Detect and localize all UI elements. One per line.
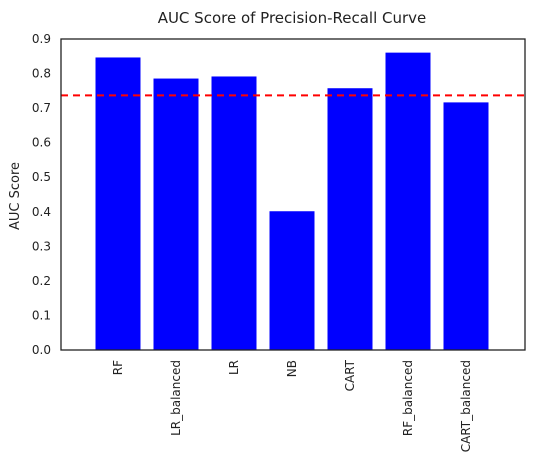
bar-lr-balanced [152,77,200,351]
x-tick-label: RF_balanced [401,360,415,436]
bar-nb [268,210,316,351]
y-tick-label: 0.8 [32,67,51,81]
y-tick-label: 0.3 [32,239,51,253]
bars-layer [94,51,490,351]
x-tick-label: CART_balanced [459,360,473,452]
bar-lr [210,75,258,351]
bar-rf [94,56,142,351]
y-tick-label: 0.5 [32,170,51,184]
y-tick-label: 0.6 [32,136,51,150]
x-tick-label: RF [111,360,125,375]
x-tick-label: NB [285,360,299,377]
y-tick-label: 0.4 [32,205,51,219]
bar-cart-balanced [442,101,490,351]
bar-rf-balanced [384,51,432,351]
y-tick-label: 0.0 [32,343,51,357]
bar-cart [326,87,374,351]
plot-frame [60,38,526,351]
x-tick-label: LR_balanced [169,360,183,436]
x-tick-label: CART [343,359,357,391]
y-tick-label: 0.9 [32,32,51,46]
y-tick-label: 0.2 [32,274,51,288]
y-ticks-layer: 0.0 0.1 0.2 0.3 0.4 0.5 0.6 0.7 0.8 0.9 [32,32,51,357]
x-tick-label: LR [227,360,241,375]
y-axis-label: AUC Score [8,162,23,230]
chart-title: AUC Score of Precision-Recall Curve [158,9,427,27]
y-tick-label: 0.7 [32,101,51,115]
x-ticks-layer: RF LR_balanced LR NB CART RF_balanced CART_bal… [111,359,473,452]
y-tick-label: 0.1 [32,308,51,322]
